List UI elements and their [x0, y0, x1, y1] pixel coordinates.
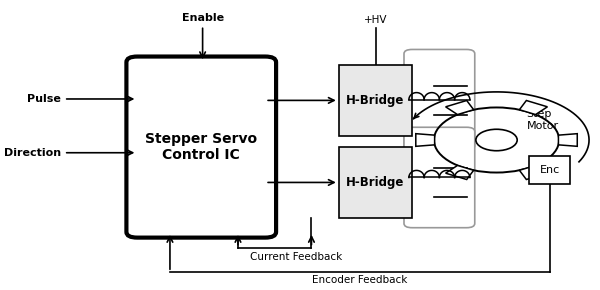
FancyBboxPatch shape: [404, 50, 475, 150]
Bar: [338, 65, 412, 136]
Text: Pulse: Pulse: [27, 94, 61, 104]
Text: Enc: Enc: [539, 165, 560, 175]
Polygon shape: [446, 165, 473, 180]
Text: Current Feedback: Current Feedback: [250, 252, 343, 262]
Text: Stepper Servo
Control IC: Stepper Servo Control IC: [145, 132, 257, 162]
Polygon shape: [416, 134, 434, 146]
Bar: [529, 155, 570, 184]
FancyBboxPatch shape: [127, 57, 276, 238]
Text: Direction: Direction: [4, 148, 61, 158]
Polygon shape: [520, 165, 547, 180]
Bar: [338, 147, 412, 218]
Polygon shape: [559, 134, 577, 146]
Polygon shape: [520, 101, 547, 115]
Polygon shape: [446, 101, 473, 115]
Text: H-Bridge: H-Bridge: [346, 176, 404, 189]
Text: H-Bridge: H-Bridge: [346, 94, 404, 107]
Text: Encoder Feedback: Encoder Feedback: [312, 275, 407, 285]
Text: Step
Motor: Step Motor: [526, 109, 559, 131]
Text: Enable: Enable: [182, 12, 224, 23]
FancyBboxPatch shape: [404, 127, 475, 228]
Text: +HV: +HV: [364, 15, 388, 26]
